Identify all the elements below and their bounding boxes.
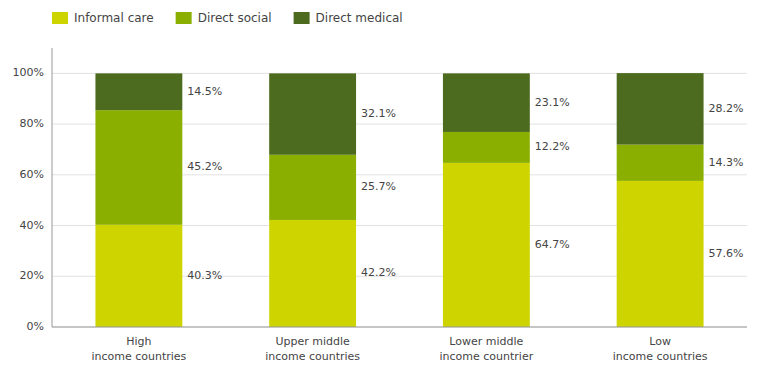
y-tick-label: 40% (20, 219, 44, 232)
data-label: 14.3% (709, 156, 744, 169)
y-tick-label: 60% (20, 168, 44, 181)
y-tick-label: 0% (27, 320, 44, 333)
bar-segment (443, 132, 530, 163)
grid (52, 73, 747, 327)
bar-segment (95, 73, 182, 110)
data-label: 32.1% (361, 107, 396, 120)
x-tick-label-line: Lower middle (449, 335, 523, 348)
bar-segment (269, 73, 356, 154)
data-label: 42.2% (361, 266, 396, 279)
data-label: 12.2% (535, 140, 570, 153)
legend-label: Direct social (198, 11, 272, 25)
data-label: 14.5% (187, 85, 222, 98)
bar-segment (617, 73, 704, 145)
x-tick-label: Upper middle income countries (265, 335, 360, 363)
legend-label: Direct medical (316, 11, 403, 25)
x-tick-label-line: Upper middle (275, 335, 350, 348)
legend-swatch (294, 12, 310, 24)
y-axis-line (52, 48, 53, 327)
legend-label: Informal care (74, 11, 154, 25)
chart: 0% 20% 40% 60% 80% 100% 40.3% 45.2% 14.5% 42.2% 25… (0, 0, 767, 385)
bar-segment (95, 110, 182, 225)
x-tick-label-line: Low (649, 335, 671, 348)
data-labels: 40.3% 45.2% 14.5% 42.2% 25.7% 32.1% 64.7% 12.2%… (187, 85, 743, 282)
bar-segment (269, 155, 356, 220)
bar-segment (443, 163, 530, 327)
x-tick-label: Lower middle income countrier (440, 335, 534, 363)
data-label: 23.1% (535, 96, 570, 109)
bars (95, 73, 703, 327)
x-axis-line (52, 327, 747, 328)
legend-swatch (176, 12, 192, 24)
bar-segment (617, 181, 704, 327)
bar-segment (269, 220, 356, 327)
x-tick-label-line: income countrier (440, 350, 534, 363)
grid-line (52, 327, 747, 328)
bar-segment (443, 73, 530, 132)
x-tick-label-line: income countries (613, 350, 708, 363)
x-tick-label-line: income countries (265, 350, 360, 363)
data-label: 64.7% (535, 238, 570, 251)
legend: Informal care Direct social Direct medical (52, 11, 403, 25)
bar-segment (617, 145, 704, 181)
x-tick-label-line: High (126, 335, 151, 348)
y-tick-label: 80% (20, 117, 44, 130)
x-tick-label: Low income countries (613, 335, 708, 363)
x-tick-label: High income countries (91, 335, 186, 363)
x-tick-label-line: income countries (91, 350, 186, 363)
data-label: 40.3% (187, 269, 222, 282)
y-tick-label: 100% (13, 66, 44, 79)
y-tick-label: 20% (20, 269, 44, 282)
chart-container: 0% 20% 40% 60% 80% 100% 40.3% 45.2% 14.5% 42.2% 25… (0, 0, 767, 385)
data-label: 57.6% (709, 247, 744, 260)
data-label: 28.2% (709, 102, 744, 115)
data-label: 45.2% (187, 160, 222, 173)
data-label: 25.7% (361, 180, 396, 193)
legend-swatch (52, 12, 68, 24)
bar-segment (95, 225, 182, 327)
